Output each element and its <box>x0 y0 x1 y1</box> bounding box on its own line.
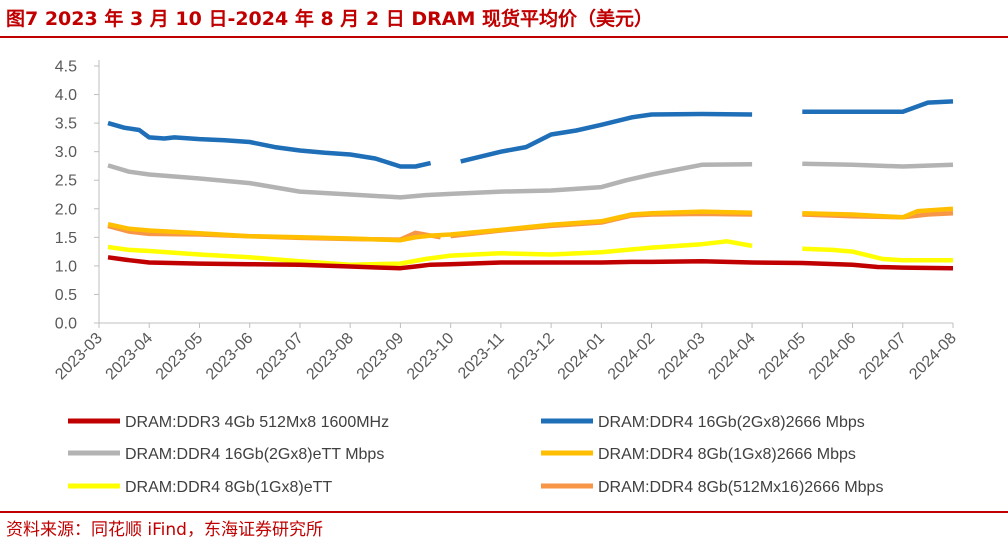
chart-axes: 0.00.51.01.52.02.53.03.54.04.52023-03202… <box>52 59 960 384</box>
figure-source: 资料来源：同花顺 iFind，东海证券研究所 <box>6 520 323 540</box>
legend-label-5: DRAM:DDR4 8Gb(512Mx16)2666 Mbps <box>598 479 883 496</box>
legend-label-2: DRAM:DDR4 16Gb(2Gx8)eTT Mbps <box>125 446 384 463</box>
chart-series-lines <box>107 99 954 271</box>
x-tick-label: 2024-07 <box>856 330 910 384</box>
x-tick-label: 2023-07 <box>253 330 307 384</box>
x-tick-label: 2023-10 <box>404 330 458 384</box>
y-tick-label: 1.5 <box>55 230 77 247</box>
y-tick-label: 2.5 <box>55 173 77 190</box>
series-line-4 <box>107 239 953 267</box>
chart-legend: DRAM:DDR3 4Gb 512Mx8 1600MHz DRAM:DDR4 16… <box>68 414 883 496</box>
y-tick-label: 4.5 <box>55 59 77 76</box>
x-tick-label: 2024-05 <box>756 330 810 384</box>
series-line-2 <box>107 161 954 200</box>
legend-label-0: DRAM:DDR3 4Gb 512Mx8 1600MHz <box>125 414 389 431</box>
x-tick-label: 2023-11 <box>455 330 508 383</box>
y-tick-label: 0.5 <box>55 287 77 304</box>
legend-label-3: DRAM:DDR4 8Gb(1Gx8)2666 Mbps <box>598 446 856 463</box>
x-tick-label: 2023-08 <box>303 330 357 384</box>
series-line-1 <box>107 99 954 169</box>
x-tick-label: 2023-04 <box>103 330 157 384</box>
legend-label-1: DRAM:DDR4 16Gb(2Gx8)2666 Mbps <box>598 414 865 431</box>
series-line-3 <box>107 206 954 243</box>
y-tick-label: 1.0 <box>55 258 77 275</box>
y-tick-label: 3.5 <box>55 116 77 133</box>
x-tick-label: 2024-04 <box>705 330 759 384</box>
y-tick-label: 0.0 <box>55 316 77 333</box>
x-tick-label: 2024-02 <box>605 330 659 384</box>
y-tick-label: 3.0 <box>55 144 77 161</box>
figure-title: 图7 2023 年 3 月 10 日-2024 年 8 月 2 日 DRAM 现… <box>6 8 653 30</box>
x-tick-label: 2023-06 <box>203 330 257 384</box>
x-tick-label: 2023-12 <box>504 330 558 384</box>
y-tick-label: 4.0 <box>55 87 77 104</box>
x-tick-label: 2023-03 <box>52 330 106 384</box>
x-tick-label: 2024-06 <box>806 330 860 384</box>
x-tick-label: 2024-03 <box>655 330 709 384</box>
x-tick-label: 2023-09 <box>354 330 408 384</box>
x-tick-label: 2024-01 <box>555 330 609 384</box>
x-tick-label: 2023-05 <box>153 330 207 384</box>
legend-label-4: DRAM:DDR4 8Gb(1Gx8)eTT <box>125 479 332 496</box>
x-tick-label: 2024-08 <box>906 330 960 384</box>
series-line-0 <box>107 255 954 271</box>
title-rule <box>0 36 1008 38</box>
source-rule <box>0 511 1008 513</box>
y-tick-label: 2.0 <box>55 201 77 218</box>
